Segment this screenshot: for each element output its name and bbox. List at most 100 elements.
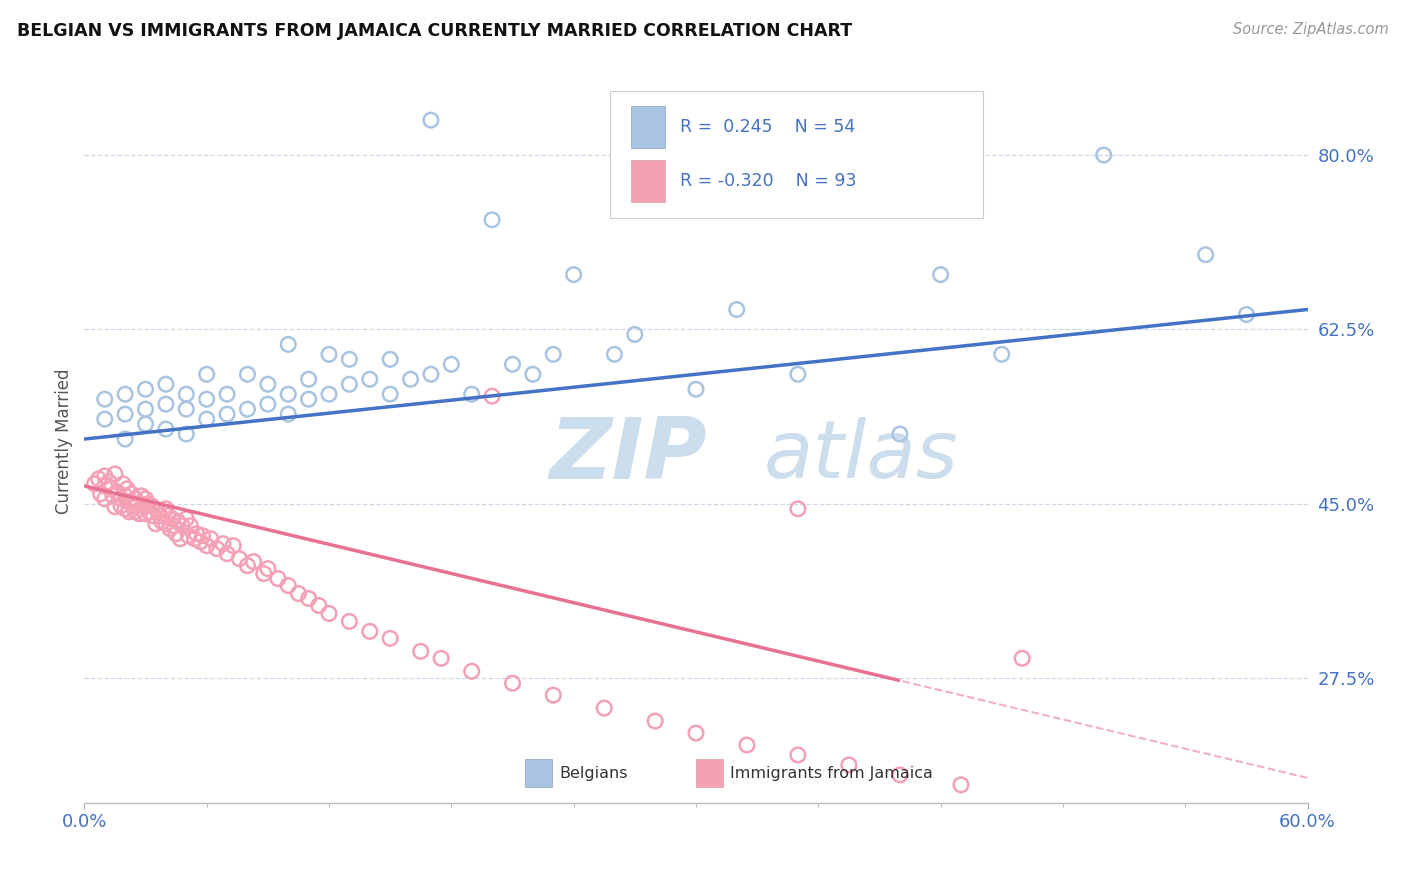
Point bbox=[145, 501, 167, 516]
Point bbox=[195, 412, 218, 426]
Point bbox=[135, 402, 157, 417]
Point bbox=[124, 505, 146, 519]
Point bbox=[97, 475, 120, 489]
Point bbox=[1195, 248, 1218, 262]
Point bbox=[90, 487, 112, 501]
Point bbox=[725, 302, 748, 317]
Point bbox=[787, 368, 810, 382]
Point bbox=[146, 505, 169, 519]
Point bbox=[409, 644, 432, 658]
Point bbox=[603, 347, 626, 361]
Point bbox=[236, 368, 259, 382]
Point bbox=[127, 497, 149, 511]
Point bbox=[112, 476, 135, 491]
Point bbox=[124, 491, 146, 506]
Point bbox=[543, 347, 565, 361]
Point bbox=[105, 484, 128, 499]
Text: BELGIAN VS IMMIGRANTS FROM JAMAICA CURRENTLY MARRIED CORRELATION CHART: BELGIAN VS IMMIGRANTS FROM JAMAICA CURRE… bbox=[17, 22, 852, 40]
Point bbox=[236, 558, 259, 573]
Point bbox=[136, 497, 159, 511]
Point bbox=[114, 432, 136, 446]
Point bbox=[399, 372, 422, 386]
Point bbox=[122, 499, 145, 513]
Point bbox=[787, 501, 810, 516]
Point bbox=[191, 529, 214, 543]
Point bbox=[685, 382, 707, 396]
Point bbox=[163, 518, 186, 533]
Point bbox=[420, 368, 443, 382]
Point bbox=[128, 507, 150, 521]
Point bbox=[318, 607, 340, 621]
Point bbox=[277, 337, 299, 351]
Point bbox=[110, 499, 132, 513]
FancyBboxPatch shape bbox=[610, 91, 983, 218]
Point bbox=[93, 412, 115, 426]
Point bbox=[118, 495, 141, 509]
Text: Source: ZipAtlas.com: Source: ZipAtlas.com bbox=[1233, 22, 1389, 37]
Point bbox=[87, 472, 110, 486]
Point bbox=[318, 347, 340, 361]
Bar bbox=[696, 759, 723, 787]
Point bbox=[522, 368, 544, 382]
Point bbox=[929, 268, 952, 282]
Point bbox=[174, 402, 197, 417]
Point bbox=[183, 532, 205, 546]
Point bbox=[155, 501, 177, 516]
Point bbox=[644, 714, 666, 728]
Point bbox=[212, 537, 235, 551]
Point bbox=[141, 499, 163, 513]
Point bbox=[200, 532, 222, 546]
Point bbox=[339, 615, 361, 629]
Point bbox=[461, 665, 484, 679]
Point bbox=[217, 407, 239, 421]
Point bbox=[159, 522, 181, 536]
Point bbox=[156, 508, 179, 523]
Point bbox=[298, 392, 321, 407]
Point bbox=[735, 738, 758, 752]
Point bbox=[277, 407, 299, 421]
Point bbox=[685, 726, 707, 740]
Point bbox=[359, 372, 381, 386]
Point bbox=[135, 417, 157, 431]
Point bbox=[145, 516, 167, 531]
Point bbox=[277, 578, 299, 592]
Point bbox=[991, 347, 1014, 361]
Point bbox=[787, 747, 810, 762]
Point bbox=[624, 327, 647, 342]
Point bbox=[593, 701, 616, 715]
Point bbox=[889, 768, 911, 782]
Text: R =  0.245    N = 54: R = 0.245 N = 54 bbox=[681, 119, 855, 136]
Y-axis label: Currently Married: Currently Married bbox=[55, 368, 73, 515]
Point bbox=[339, 377, 361, 392]
Point bbox=[1011, 651, 1033, 665]
Point bbox=[177, 529, 200, 543]
Text: R = -0.320    N = 93: R = -0.320 N = 93 bbox=[681, 172, 856, 190]
Point bbox=[118, 505, 141, 519]
Point bbox=[131, 489, 153, 503]
Point bbox=[186, 526, 208, 541]
Point bbox=[481, 389, 503, 403]
Point bbox=[502, 357, 524, 371]
Point bbox=[93, 469, 115, 483]
Point bbox=[195, 392, 218, 407]
Bar bbox=[524, 759, 551, 787]
Point bbox=[114, 489, 136, 503]
Point bbox=[150, 515, 173, 529]
Point bbox=[543, 688, 565, 702]
Point bbox=[502, 676, 524, 690]
Point bbox=[380, 387, 402, 401]
Point bbox=[114, 501, 136, 516]
Point bbox=[318, 387, 340, 401]
Point bbox=[287, 586, 309, 600]
Point bbox=[481, 212, 503, 227]
Point bbox=[257, 561, 280, 575]
Point bbox=[1092, 148, 1115, 162]
Point bbox=[267, 572, 290, 586]
Bar bbox=[631, 161, 665, 202]
Point bbox=[838, 758, 860, 772]
Point bbox=[190, 534, 212, 549]
Point bbox=[242, 555, 264, 569]
Point bbox=[114, 407, 136, 421]
Point bbox=[169, 532, 191, 546]
Point bbox=[93, 491, 115, 506]
